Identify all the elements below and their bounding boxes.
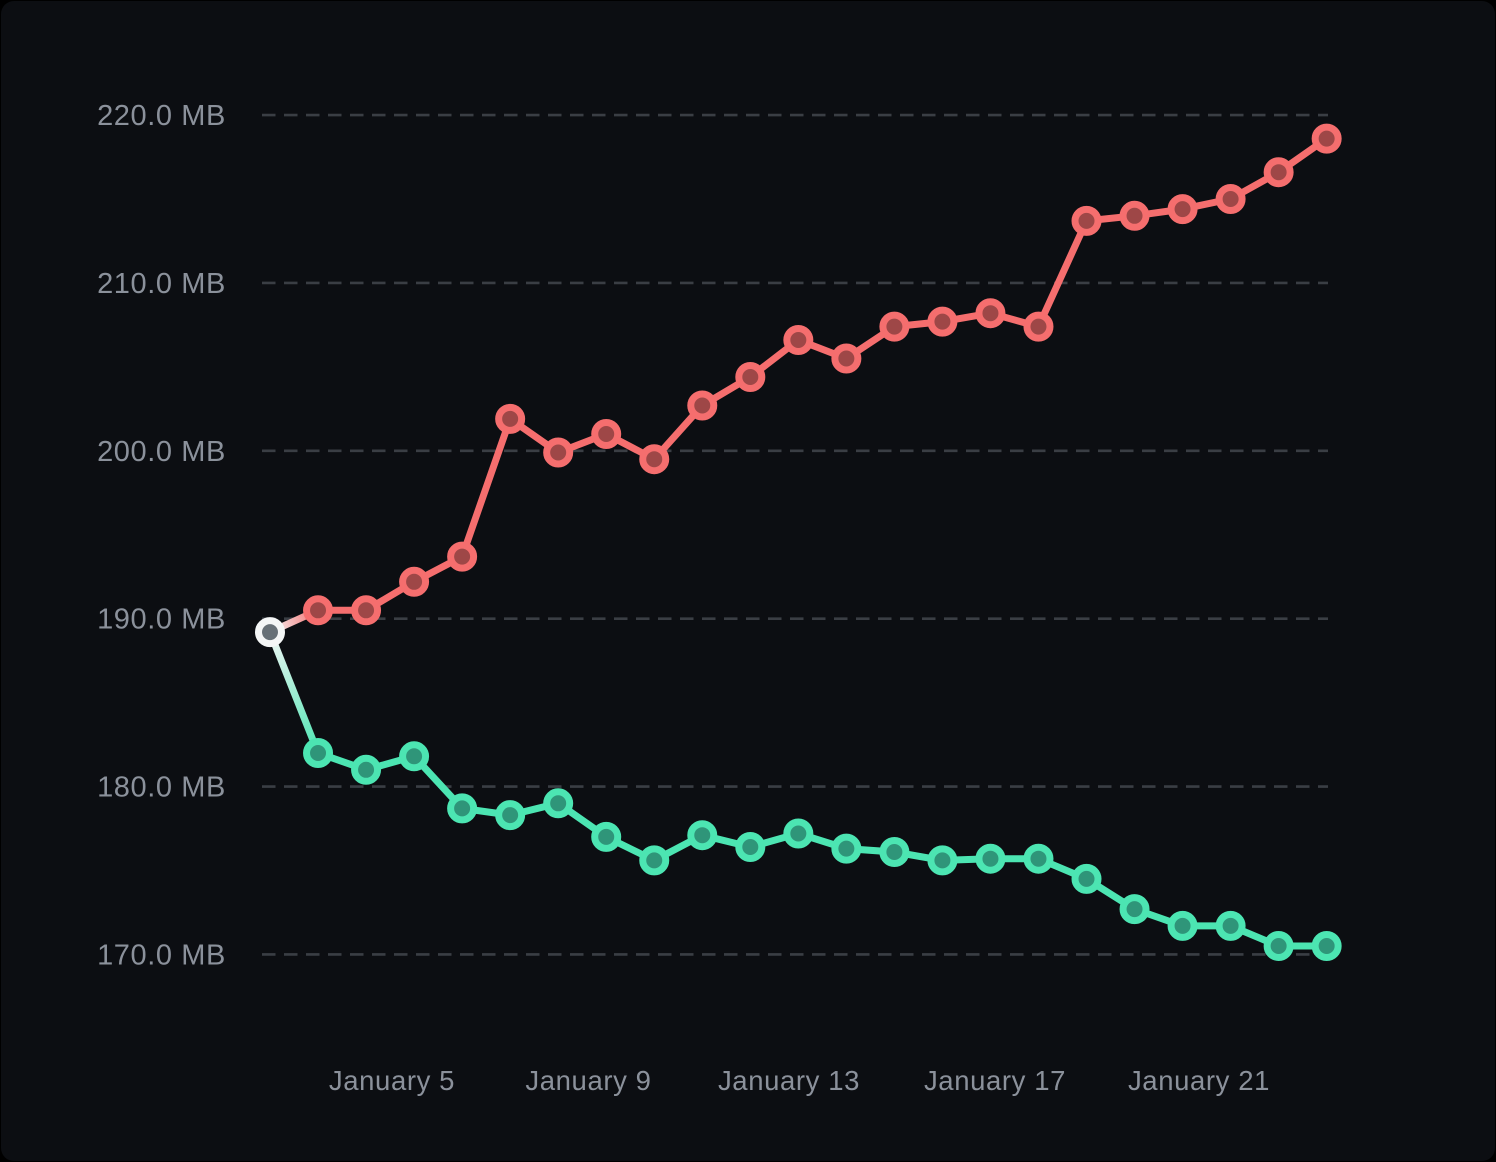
teal-falling-series-point[interactable] bbox=[591, 821, 622, 852]
teal-falling-series-point[interactable] bbox=[783, 818, 814, 849]
teal-falling-series-point[interactable] bbox=[1023, 843, 1054, 874]
red-rising-series-point[interactable] bbox=[1215, 184, 1246, 214]
red-rising-series-point[interactable] bbox=[783, 325, 814, 355]
teal-falling-series-point[interactable] bbox=[1071, 863, 1102, 894]
teal-falling-series-point[interactable] bbox=[303, 738, 334, 768]
red-rising-series-point[interactable] bbox=[591, 419, 622, 449]
teal-falling-series-point[interactable] bbox=[1119, 894, 1150, 925]
teal-falling-series-point[interactable] bbox=[1167, 910, 1198, 941]
red-rising-series-point[interactable] bbox=[399, 566, 430, 597]
red-rising-series-point[interactable] bbox=[447, 541, 478, 572]
red-rising-series-point[interactable] bbox=[1023, 311, 1054, 342]
x-axis-tick-label: January 5 bbox=[329, 1065, 455, 1096]
red-rising-series-point[interactable] bbox=[1263, 157, 1294, 188]
red-rising-series-line bbox=[314, 135, 1331, 614]
y-axis-tick-label: 200.0 MB bbox=[97, 436, 226, 468]
red-rising-series-point[interactable] bbox=[1311, 123, 1342, 154]
teal-falling-series-point[interactable] bbox=[399, 741, 430, 772]
teal-falling-series-point[interactable] bbox=[495, 800, 526, 831]
red-rising-series-point[interactable] bbox=[1167, 194, 1198, 225]
red-rising-series-point[interactable] bbox=[735, 362, 766, 392]
red-rising-series-point[interactable] bbox=[927, 306, 958, 337]
teal-falling-series-point[interactable] bbox=[735, 832, 766, 862]
red-rising-series-point[interactable] bbox=[495, 403, 526, 434]
teal-falling-series-point[interactable] bbox=[1215, 910, 1246, 941]
red-rising-series-point[interactable] bbox=[351, 595, 382, 626]
teal-falling-series-first-segment bbox=[266, 628, 322, 757]
teal-falling-series-point[interactable] bbox=[1263, 931, 1294, 961]
teal-falling-series-point[interactable] bbox=[543, 788, 574, 819]
teal-falling-series-point[interactable] bbox=[351, 754, 382, 785]
red-rising-series-point[interactable] bbox=[303, 595, 334, 626]
y-axis-tick-label: 180.0 MB bbox=[97, 772, 226, 804]
red-rising-series-point[interactable] bbox=[879, 311, 910, 342]
x-axis-tick-label: January 13 bbox=[718, 1065, 860, 1096]
red-rising-series-point[interactable] bbox=[687, 390, 718, 421]
teal-falling-series-point[interactable] bbox=[639, 845, 670, 876]
red-rising-series-point[interactable] bbox=[639, 444, 670, 475]
x-axis-tick-label: January 21 bbox=[1128, 1065, 1270, 1096]
start-point-marker[interactable] bbox=[255, 617, 285, 648]
teal-falling-series-point[interactable] bbox=[447, 793, 478, 824]
teal-falling-series-point[interactable] bbox=[975, 843, 1006, 874]
red-rising-series-point[interactable] bbox=[1071, 205, 1102, 236]
x-axis-tick-label: January 9 bbox=[525, 1065, 651, 1096]
y-axis-tick-label: 170.0 MB bbox=[97, 939, 226, 971]
red-rising-series-point[interactable] bbox=[543, 437, 574, 468]
teal-falling-series-point[interactable] bbox=[927, 845, 958, 876]
teal-falling-series-point[interactable] bbox=[879, 837, 910, 867]
red-rising-series-point[interactable] bbox=[831, 343, 862, 374]
y-axis-tick-label: 210.0 MB bbox=[97, 268, 226, 300]
red-rising-series-point[interactable] bbox=[1119, 200, 1150, 231]
x-axis-tick-label: January 17 bbox=[924, 1065, 1066, 1096]
teal-falling-series-point[interactable] bbox=[831, 833, 862, 864]
teal-falling-series-point[interactable] bbox=[687, 820, 718, 851]
y-axis-tick-label: 190.0 MB bbox=[97, 604, 226, 636]
y-axis-tick-label: 220.0 MB bbox=[97, 100, 226, 132]
teal-falling-series-point[interactable] bbox=[1311, 931, 1342, 961]
teal-falling-series-line bbox=[314, 749, 1331, 950]
red-rising-series-point[interactable] bbox=[975, 298, 1006, 329]
